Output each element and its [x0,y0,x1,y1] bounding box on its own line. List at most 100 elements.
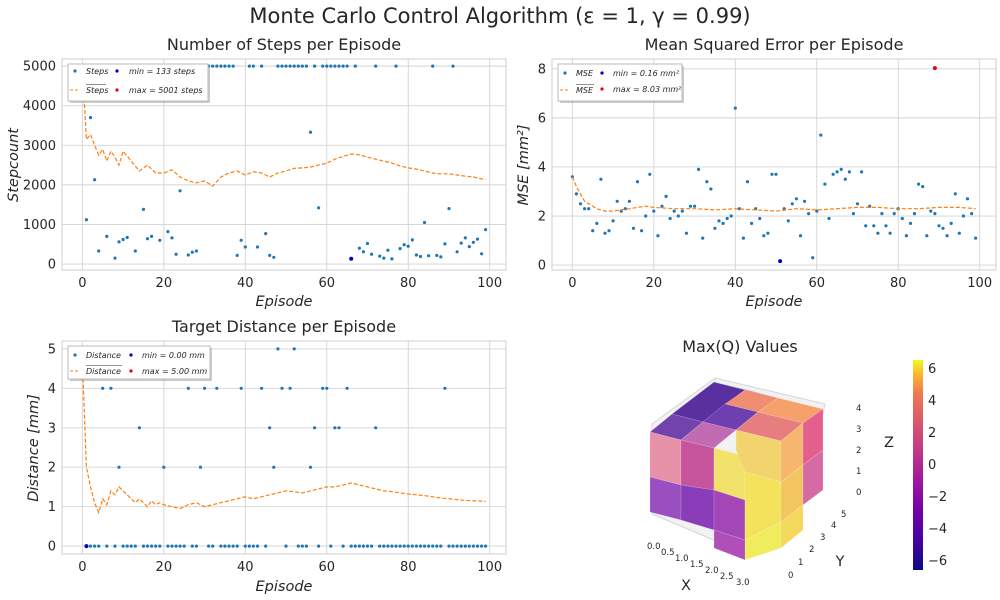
steps-point [195,249,198,252]
mse-point [583,207,586,210]
distance-point [399,545,402,548]
distance-legend-mean-label: Distance [86,367,121,376]
steps-point [476,238,479,241]
steps-x-tick: 100 [477,276,502,291]
steps-point [280,65,283,68]
mse-point [673,210,676,213]
mse-legend-points-swatch [563,71,566,74]
distance-point [346,387,349,390]
steps-point [394,65,397,68]
mse-point [803,200,806,203]
maxq-zlabel: Z [884,435,894,451]
steps-chart: Number of Steps per Episode 0 20 40 60 80 100… [6,35,506,310]
steps-point [158,239,161,242]
distance-point [313,426,316,429]
steps-point [105,235,108,238]
steps-point [354,65,357,68]
steps-x-tick: 60 [318,276,335,291]
mse-point [917,183,920,186]
steps-legend-points-swatch [73,69,76,72]
distance-point [158,545,161,548]
steps-point [346,65,349,68]
mse-point [750,222,753,225]
mse-point [660,205,663,208]
distance-legend: Distance min = 0.00 mm Distance max = 5.… [68,346,212,381]
steps-point [264,232,267,235]
distance-min-marker [84,544,88,548]
mse-point [787,219,790,222]
mse-point [950,222,953,225]
steps-point [89,116,92,119]
steps-point [268,254,271,257]
steps-point [146,237,149,240]
steps-point [122,238,125,241]
distance-point [89,545,92,548]
mse-point [616,200,619,203]
steps-point [227,65,230,68]
mse-point [880,212,883,215]
steps-point [403,243,406,246]
maxq-chart-title: Max(Q) Values [682,337,798,356]
distance-point [443,387,446,390]
mse-point [795,197,798,200]
maxq-x-tick: 3.0 [736,578,750,588]
mse-point [823,183,826,186]
steps-legend: Steps min = 133 steps Steps max = 5001 s… [68,64,210,103]
mse-point [819,134,822,137]
maxq-colorbar-tick: −4 [928,522,947,537]
distance-point [109,387,112,390]
distance-point [354,545,357,548]
mse-point [893,212,896,215]
steps-point [374,65,377,68]
distance-point [219,545,222,548]
distance-point [374,426,377,429]
mse-legend-min-swatch [600,71,603,74]
distance-point [150,545,153,548]
mse-point [872,224,875,227]
mse-point [644,214,647,217]
mse-ylabel: MSE [mm²] [516,125,532,206]
distance-point [378,545,381,548]
mse-point [766,232,769,235]
distance-point [423,545,426,548]
mse-point [827,217,830,220]
steps-point [211,65,214,68]
mse-point [909,222,912,225]
mse-legend: MSE min = 0.16 mm² MSE max = 8.03 mm² [558,64,684,103]
distance-point [207,545,210,548]
steps-point [423,221,426,224]
mse-point [648,173,651,176]
distance-mean-line [82,361,485,513]
distance-point [162,466,165,469]
distance-point [191,545,194,548]
steps-y-tick: 2000 [23,178,56,193]
mse-point [974,237,977,240]
figure-title: Monte Carlo Control Algorithm (ε = 1, γ … [249,4,750,28]
steps-point [321,65,324,68]
maxq-z-tick: 0 [856,488,861,498]
mse-point [677,214,680,217]
maxq-z-tick: 3 [856,425,861,435]
distance-point [105,545,108,548]
mse-point [628,200,631,203]
mse-point [717,219,720,222]
distance-xlabel: Episode [256,579,313,595]
steps-point [407,245,410,248]
distance-ylabel: Distance [mm] [26,394,42,502]
steps-point [252,65,255,68]
steps-point [301,65,304,68]
steps-point [480,252,483,255]
distance-point [447,545,450,548]
steps-point [451,65,454,68]
steps-ylabel: Stepcount [6,127,22,202]
steps-point [260,65,263,68]
mse-point [807,212,810,215]
mse-point [966,197,969,200]
distance-point [248,545,251,548]
mse-point [937,224,940,227]
distance-point [407,545,410,548]
mse-point [689,205,692,208]
distance-point [280,387,283,390]
mse-x-tick: 80 [890,276,907,291]
